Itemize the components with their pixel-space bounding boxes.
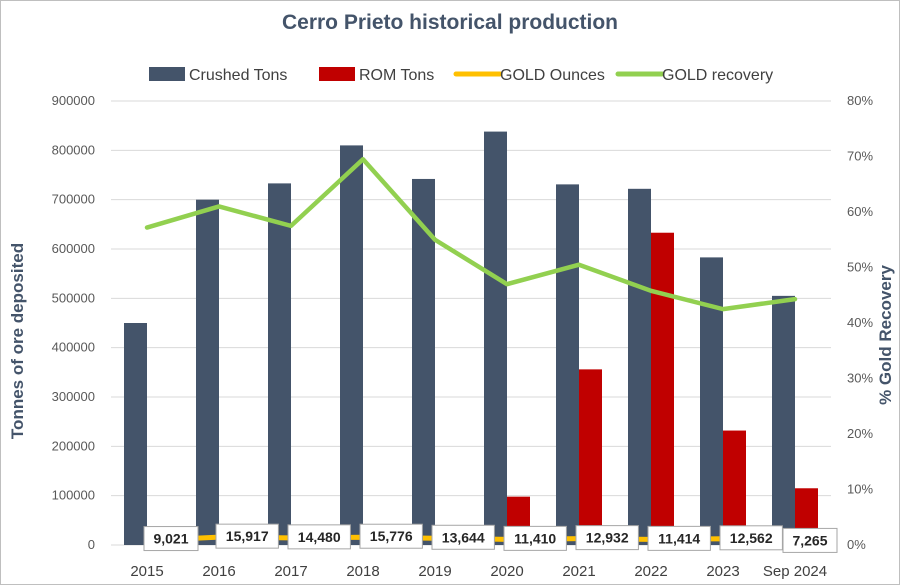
- y-tick-label: 500000: [52, 290, 95, 305]
- x-tick-label: 2019: [418, 563, 451, 580]
- crushed-tons-bar: [484, 131, 507, 545]
- crushed-tons-bar: [700, 257, 723, 545]
- y2-tick-label: 30%: [847, 371, 873, 386]
- y2-axis-ticks: 80% 70% 60% 50% 40% 30% 20% 10% 0%: [847, 93, 873, 552]
- gold-ounces-data-label: 12,932: [586, 530, 629, 546]
- x-tick-label: 2015: [130, 563, 163, 580]
- gold-ounces-label-box: [287, 524, 351, 550]
- legend: Crushed Tons ROM Tons GOLD Ounces GOLD reco…: [149, 67, 773, 84]
- y-tick-label: 300000: [52, 389, 95, 404]
- gold-ounces-data-label: 7,265: [792, 532, 827, 548]
- legend-label: ROM Tons: [359, 67, 434, 84]
- y2-tick-label: 60%: [847, 204, 873, 219]
- y2-tick-label: 20%: [847, 426, 873, 441]
- crushed-tons-bar: [556, 184, 579, 545]
- gold-ounces-label-box: [719, 525, 783, 551]
- crushed-tons-bar: [340, 145, 363, 545]
- y2-tick-label: 40%: [847, 315, 873, 330]
- gold-ounces-label-box: [575, 525, 639, 551]
- gold-ounces-data-label: 12,562: [730, 530, 773, 546]
- legend-label: GOLD recovery: [662, 67, 773, 84]
- x-tick-label: 2021: [562, 563, 595, 580]
- crushed-tons-bar: [196, 199, 219, 545]
- x-tick-label: 2018: [346, 563, 379, 580]
- crushed-tons-bar: [772, 295, 795, 545]
- gold-recovery-line: [144, 157, 798, 312]
- chart-title: Cerro Prieto historical production: [282, 11, 618, 34]
- data-labels: 9,021 15,917 14,480 15,776 13,644 11,410 12,93…: [143, 523, 838, 553]
- y2-tick-label: 50%: [847, 260, 873, 275]
- gold-ounces-data-label: 15,917: [226, 528, 269, 544]
- crushed-tons-bar: [124, 323, 147, 545]
- gold-ounces-label-box: [143, 526, 199, 552]
- gold-ounces-label-box: [647, 525, 711, 551]
- y2-tick-label: 0%: [847, 537, 866, 552]
- y2-axis-title: % Gold Recovery: [876, 265, 895, 405]
- legend-swatch: [319, 67, 355, 81]
- y-tick-label: 200000: [52, 438, 95, 453]
- y-tick-label: 600000: [52, 241, 95, 256]
- gold-ounces-label-box: [215, 523, 279, 549]
- y-tick-label: 100000: [52, 488, 95, 503]
- legend-label: GOLD Ounces: [500, 67, 605, 84]
- gold-ounces-data-label: 13,644: [442, 529, 485, 545]
- y-tick-label: 0: [88, 537, 95, 552]
- bars: [124, 131, 818, 546]
- gold-ounces-label-box: [359, 523, 423, 549]
- gold-ounces-data-label: 11,414: [658, 530, 700, 546]
- legend-swatch: [149, 67, 185, 81]
- y-tick-label: 700000: [52, 192, 95, 207]
- legend-label: Crushed Tons: [189, 67, 287, 84]
- lines: [144, 157, 798, 544]
- gold-ounces-data-label: 14,480: [298, 529, 341, 545]
- crushed-tons-bar: [268, 183, 291, 546]
- x-tick-label: 2016: [202, 563, 235, 580]
- x-tick-label: 2020: [490, 563, 523, 580]
- x-tick-label: Sep 2024: [763, 563, 827, 580]
- crushed-tons-bar: [412, 178, 435, 546]
- crushed-tons-bar: [628, 188, 651, 545]
- y-tick-label: 800000: [52, 142, 95, 157]
- gold-ounces-label-box: [782, 527, 838, 553]
- rom-tons-bar: [723, 430, 746, 545]
- rom-tons-bar: [579, 369, 602, 545]
- y-axis-title: Tonnes of ore deposited: [8, 243, 27, 439]
- y2-tick-label: 70%: [847, 149, 873, 164]
- x-tick-label: 2022: [634, 563, 667, 580]
- gold-ounces-data-label: 11,410: [514, 530, 556, 546]
- x-tick-label: 2023: [706, 563, 739, 580]
- y-tick-label: 400000: [52, 340, 95, 355]
- gold-ounces-label-box: [431, 524, 495, 550]
- x-axis-ticks: 2015 2016 2017 2018 2019 2020 2021 2022 2023 Sep …: [130, 563, 827, 580]
- y2-tick-label: 10%: [847, 482, 873, 497]
- y-axis-ticks: 900000 800000 700000 600000 500000 400000 3000…: [52, 93, 95, 552]
- gold-ounces-data-label: 9,021: [153, 531, 188, 547]
- y-tick-label: 900000: [52, 93, 95, 108]
- x-tick-label: 2017: [274, 563, 307, 580]
- rom-tons-bar: [651, 232, 674, 545]
- gold-ounces-label-box: [503, 525, 567, 551]
- gold-ounces-data-label: 15,776: [370, 528, 413, 544]
- y2-tick-label: 80%: [847, 93, 873, 108]
